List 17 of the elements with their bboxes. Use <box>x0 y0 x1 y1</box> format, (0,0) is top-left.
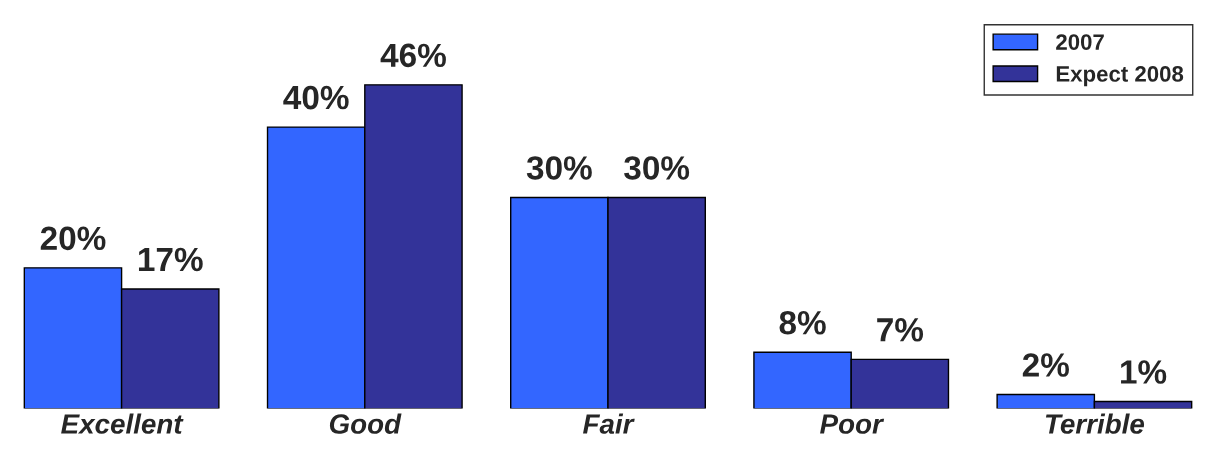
data-label: 40% <box>283 85 349 110</box>
data-label: 8% <box>779 310 826 335</box>
legend-label: Expect 2008 <box>1056 66 1184 87</box>
x-tick-label: Poor <box>820 414 885 434</box>
data-label: 46% <box>380 43 446 68</box>
x-tick-label: Excellent <box>61 413 184 434</box>
x-tick-label: Good <box>329 413 402 434</box>
data-label: 2% <box>1022 353 1069 377</box>
x-tick-label: Terrible <box>1045 413 1145 434</box>
data-label: 17% <box>138 247 203 272</box>
data-label: 20% <box>40 226 106 251</box>
x-tick-label: Fair <box>583 413 635 434</box>
data-label: 30% <box>624 156 690 180</box>
data-label: 30% <box>526 156 592 180</box>
data-label: 1% <box>1121 360 1167 384</box>
legend-label: 2007 <box>1056 34 1104 50</box>
data-label: 7% <box>877 318 924 342</box>
